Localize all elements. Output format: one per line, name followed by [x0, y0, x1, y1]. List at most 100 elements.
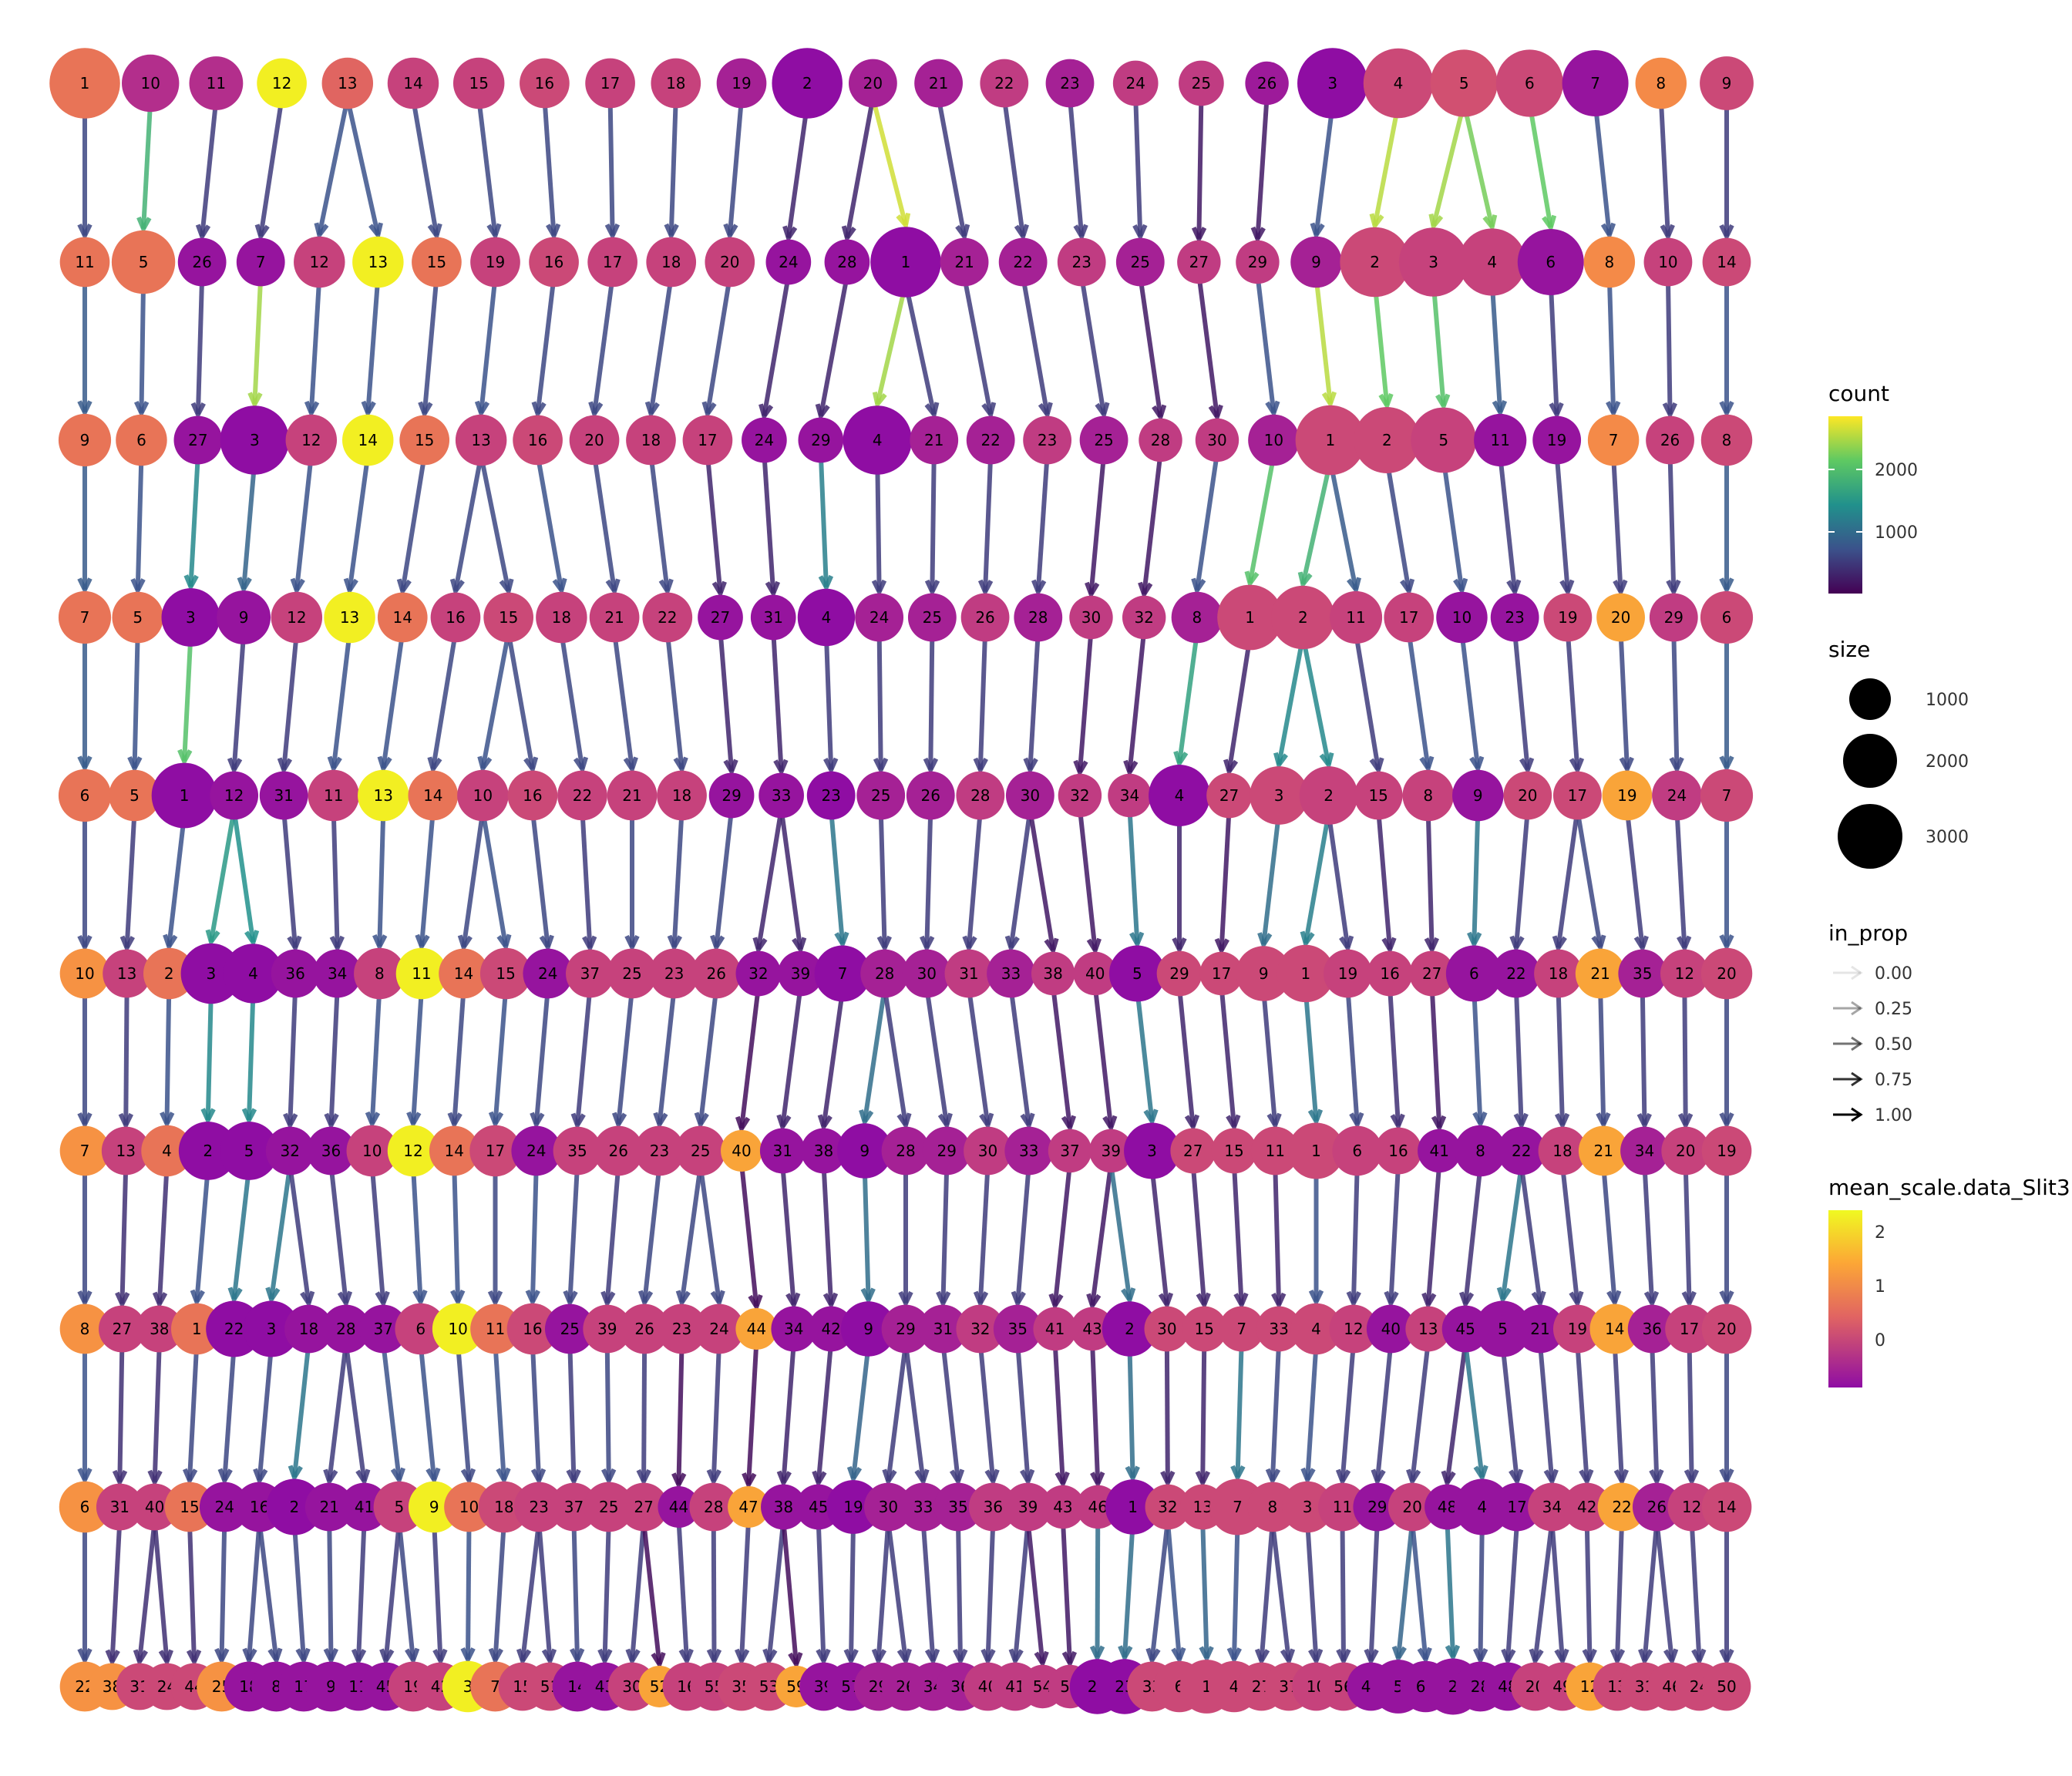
node-circle [1517, 229, 1584, 295]
node-r8-36: 11 [1318, 1482, 1367, 1532]
node-label: 24 [526, 1142, 546, 1160]
edge-r8-39-r9-50 [1445, 1520, 1461, 1663]
node-r8-1: 31 [96, 1483, 143, 1531]
edge-r6-5-r7-5 [265, 1165, 293, 1305]
edge-r8-34-r9-43 [1254, 1522, 1275, 1667]
node-r0-8: 17 [585, 58, 635, 109]
node-label: 26 [1660, 431, 1680, 449]
node-circle [109, 769, 160, 822]
node-r1-1: 5 [111, 230, 176, 294]
node-label: 33 [1001, 964, 1021, 983]
edge-r2-9-r3-10 [592, 454, 621, 597]
node-circle [49, 48, 120, 119]
node-label: 23 [821, 786, 840, 805]
edge-r8-5-r9-6 [242, 1522, 262, 1666]
node-r7-11: 11 [470, 1303, 520, 1354]
edge-r1-19-r2-20 [1196, 274, 1223, 422]
edge-r4-2-r5-2 [163, 815, 187, 952]
node-label: 30 [879, 1498, 898, 1516]
node-label: 31 [110, 1498, 130, 1516]
node-r5-21: 31 [944, 949, 994, 998]
node-r5-10: 15 [479, 947, 532, 1000]
node-r3-14: 4 [797, 588, 856, 647]
node-circle [1700, 414, 1753, 466]
edge-r8-20-r9-26 [781, 1520, 803, 1670]
node-label: 24 [709, 1320, 728, 1338]
node-r4-20: 32 [1058, 773, 1102, 818]
edge-r4-4-r5-5 [281, 809, 302, 954]
node-circle [1454, 1478, 1511, 1536]
node-r3-0: 7 [58, 590, 112, 644]
node-circle [658, 1486, 700, 1528]
node-circle [593, 1125, 644, 1176]
node-label: 39 [1102, 1142, 1121, 1160]
node-circle [694, 1303, 745, 1354]
node-circle [457, 769, 509, 822]
legend-inprop-tick-2: 0.50 [1875, 1035, 1912, 1054]
node-r8-41: 17 [1492, 1482, 1542, 1532]
edge-r2-7-r3-8 [479, 455, 514, 597]
node-label: 26 [1647, 1498, 1667, 1516]
edge-r5-7-r6-7 [365, 988, 382, 1129]
edge-r3-19-r4-20 [1073, 630, 1094, 778]
node-label: 24 [538, 964, 557, 983]
node-label: 26 [921, 786, 940, 805]
node-label: 14 [358, 431, 378, 449]
node-r6-36: 18 [1538, 1126, 1587, 1176]
node-r4-6: 13 [358, 769, 409, 822]
edge-r8-17-r9-22 [676, 1519, 694, 1667]
edge-r1-4-r2-4 [304, 277, 322, 419]
node-circle [1418, 1128, 1462, 1173]
edge-r0-12-r1-13 [841, 97, 876, 244]
node-circle [151, 762, 217, 829]
node-r3-24: 11 [1329, 590, 1383, 644]
node-label: 34 [1542, 1498, 1562, 1516]
node-label: 2 [164, 964, 174, 983]
edge-r7-26-r8-28 [1052, 1341, 1070, 1489]
node-label: 33 [1269, 1320, 1288, 1338]
node-r7-2: 38 [136, 1305, 183, 1353]
edge-r5-33-r6-34 [1472, 990, 1488, 1129]
node-r1-20: 29 [1236, 240, 1280, 284]
node-r7-27: 43 [1070, 1307, 1115, 1351]
node-label: 17 [698, 431, 717, 449]
node-circle [223, 944, 284, 1004]
node-circle [569, 415, 620, 466]
node-label: 15 [1368, 786, 1388, 805]
edge-r5-29-r6-30 [1303, 991, 1324, 1127]
node-r8-34: 8 [1247, 1482, 1298, 1532]
legend-mean-colorbar [1828, 1210, 1862, 1388]
node-label: 26 [975, 608, 994, 627]
node-circle [1528, 1482, 1576, 1532]
node-circle [395, 947, 448, 1000]
node-circle [1145, 1484, 1191, 1530]
node-label: 16 [523, 786, 542, 805]
node-circle [584, 1482, 634, 1532]
node-r8-47: 14 [1701, 1482, 1752, 1532]
node-circle [956, 1304, 1005, 1354]
node-r8-31: 32 [1145, 1484, 1191, 1530]
edge-r6-1-r7-1 [115, 1165, 130, 1310]
edge-r5-36-r6-37 [1596, 988, 1611, 1130]
node-label: 6 [80, 786, 90, 805]
node-label: 30 [1207, 431, 1226, 449]
edge-r0-9-r1-10 [664, 98, 679, 241]
node-r5-26: 29 [1156, 950, 1202, 997]
node-label: 32 [1134, 608, 1153, 627]
node-label: 18 [661, 253, 681, 271]
edge-r6-2-r7-2 [152, 1166, 170, 1310]
node-label: 25 [871, 786, 890, 805]
node-circle [863, 1482, 913, 1532]
node-r1-0: 11 [59, 237, 110, 288]
node-label: 27 [711, 608, 730, 627]
node-circle [1329, 1304, 1378, 1354]
edge-r7-9-r8-10 [418, 1344, 441, 1485]
node-circle [469, 1125, 521, 1177]
node-r3-6: 14 [377, 592, 428, 643]
node-circle [1156, 950, 1202, 997]
node-label: 20 [863, 74, 883, 92]
node-r8-30: 1 [1105, 1479, 1161, 1535]
edge-r8-15-r9-19 [597, 1522, 613, 1667]
node-r4-8: 10 [457, 769, 509, 822]
edge-r3-30-r4-32 [1669, 631, 1684, 775]
